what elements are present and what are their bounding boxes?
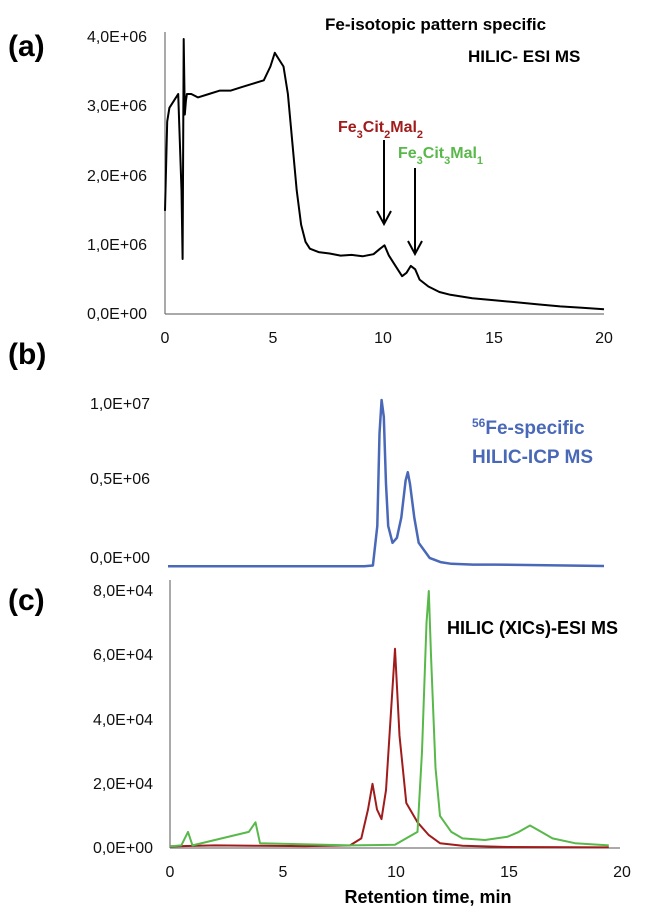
panel-a-y-tick: 4,0E+06 [87, 29, 147, 46]
panel-c-y-tick: 2,0E+04 [93, 776, 153, 793]
series-line-b-56fe [168, 398, 605, 568]
panel-c-title: HILIC (XICs)-ESI MS [447, 618, 618, 638]
panel-b: (b) 56Fe-specific HILIC-ICP MS 0,0E+00 0… [8, 338, 605, 568]
panel-a-label: (a) [8, 30, 45, 63]
annotation-fe3cit3mal1: Fe3Cit3Mal1 [398, 145, 483, 167]
panel-c-y-tick: 4,0E+04 [93, 712, 153, 729]
panel-a-y-tick: 3,0E+06 [87, 98, 147, 115]
panel-c: (c) HILIC (XICs)-ESI MS 0,0E+00 2,0E+04 … [8, 580, 631, 907]
arrow-fe3cit3mal1 [407, 168, 423, 257]
panel-a-title-line2: HILIC- ESI MS [468, 47, 580, 66]
panel-a-title-line1: Fe-isotopic pattern specific [325, 15, 546, 34]
panel-c-y-tick: 8,0E+04 [93, 583, 153, 600]
panel-b-title-line2: HILIC-ICP MS [472, 447, 593, 468]
panel-c-x-tick: 15 [500, 864, 518, 881]
panel-a-x-tick: 5 [269, 330, 278, 347]
panel-c-label: (c) [8, 584, 45, 617]
series-line-c-green [169, 590, 609, 848]
panel-b-label: (b) [8, 338, 46, 371]
panel-c-x-tick: 5 [279, 864, 288, 881]
panel-c-y-tick: 6,0E+04 [93, 647, 153, 664]
panel-a-x-tick: 10 [374, 330, 392, 347]
panel-c-x-tick: 0 [166, 864, 175, 881]
panel-c-x-tick: 20 [613, 864, 631, 881]
panel-a: (a) Fe-isotopic pattern specific HILIC- … [8, 15, 613, 347]
panel-c-x-tick: 10 [387, 864, 405, 881]
panel-a-y-tick: 0,0E+00 [87, 306, 147, 323]
panel-a-y-tick: 2,0E+06 [87, 168, 147, 185]
series-line-a-total [164, 38, 605, 311]
annotation-fe3cit2mal2: Fe3Cit2Mal2 [338, 119, 423, 141]
panel-b-y-tick: 0,0E+00 [90, 550, 150, 567]
panel-a-y-tick: 1,0E+06 [87, 237, 147, 254]
panel-b-title-line1: 56Fe-specific [472, 416, 585, 439]
panel-b-y-tick: 1,0E+07 [90, 396, 150, 413]
panel-a-x-tick: 0 [161, 330, 170, 347]
panel-a-x-tick: 20 [595, 330, 613, 347]
series-line-c-red [169, 647, 609, 849]
panel-a-x-tick: 15 [485, 330, 503, 347]
arrow-fe3cit2mal2 [376, 140, 392, 227]
panel-c-y-tick: 0,0E+00 [93, 840, 153, 857]
panel-b-y-tick: 0,5E+06 [90, 471, 150, 488]
x-axis-label: Retention time, min [344, 887, 511, 907]
